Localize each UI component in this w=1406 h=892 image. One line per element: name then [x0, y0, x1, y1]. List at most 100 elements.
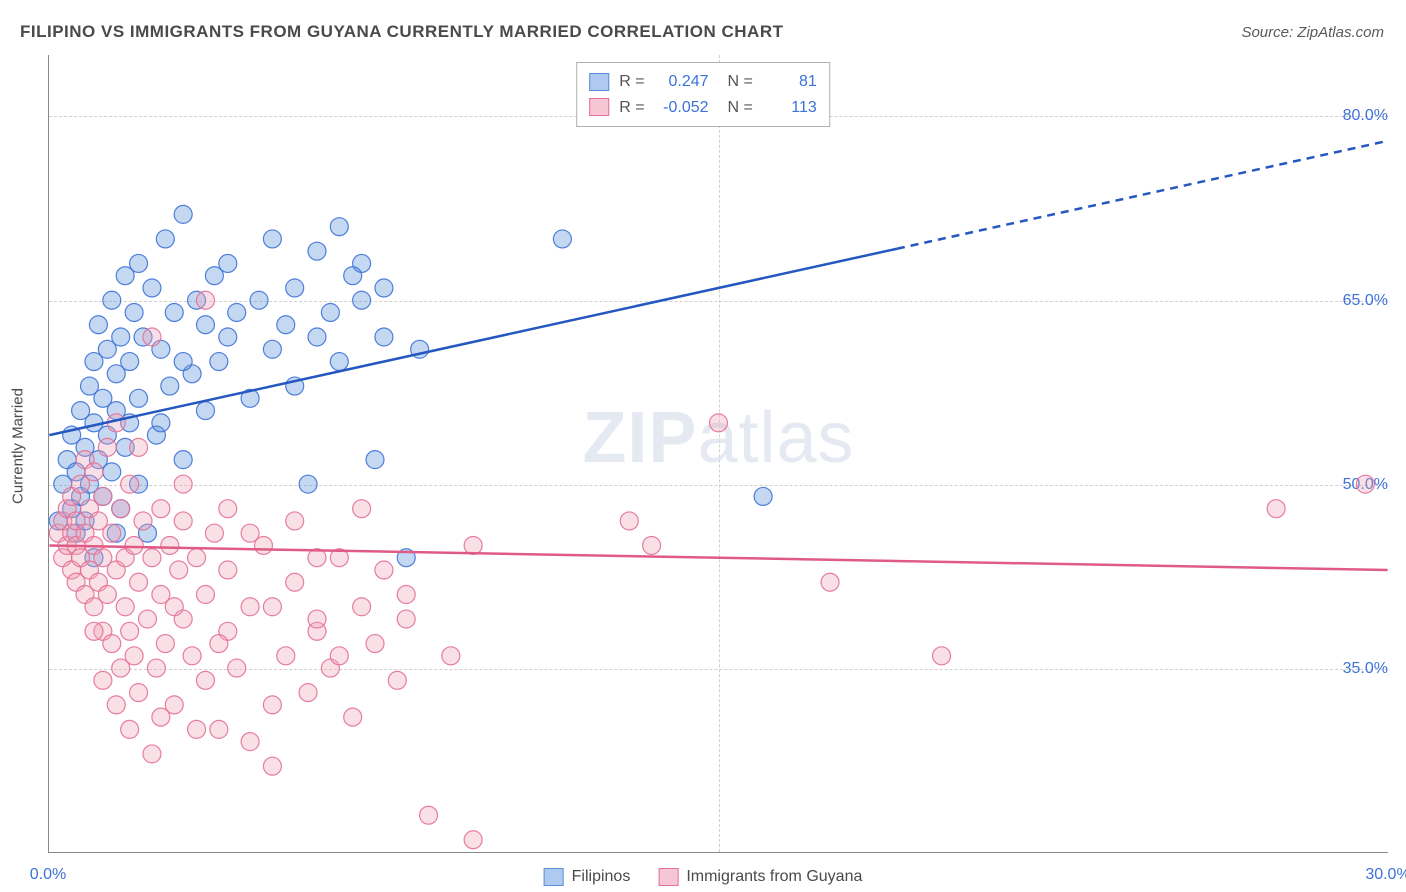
- scatter-point: [754, 487, 772, 505]
- scatter-point: [138, 610, 156, 628]
- scatter-point: [210, 720, 228, 738]
- scatter-point: [643, 536, 661, 554]
- legend-swatch: [589, 73, 609, 91]
- legend-swatch: [658, 868, 678, 886]
- scatter-point: [143, 745, 161, 763]
- scatter-point: [210, 353, 228, 371]
- scatter-point: [130, 389, 148, 407]
- scatter-point: [188, 720, 206, 738]
- scatter-point: [107, 696, 125, 714]
- scatter-point: [130, 684, 148, 702]
- scatter-point: [112, 328, 130, 346]
- scatter-point: [156, 230, 174, 248]
- scatter-point: [98, 438, 116, 456]
- scatter-point: [205, 524, 223, 542]
- scatter-point: [143, 279, 161, 297]
- legend-swatch: [589, 98, 609, 116]
- scatter-point: [183, 647, 201, 665]
- scatter-point: [553, 230, 571, 248]
- scatter-point: [196, 586, 214, 604]
- scatter-point: [94, 671, 112, 689]
- stat-n-label: N =: [719, 95, 753, 121]
- scatter-point: [241, 733, 259, 751]
- stat-r-value: 0.247: [655, 69, 709, 95]
- scatter-point: [130, 254, 148, 272]
- legend-series-item: Immigrants from Guyana: [658, 868, 862, 886]
- scatter-point: [277, 647, 295, 665]
- scatter-point: [219, 561, 237, 579]
- scatter-point: [130, 573, 148, 591]
- scatter-point: [299, 684, 317, 702]
- scatter-point: [330, 353, 348, 371]
- scatter-point: [103, 524, 121, 542]
- scatter-point: [121, 720, 139, 738]
- scatter-point: [152, 500, 170, 518]
- scatter-point: [241, 598, 259, 616]
- scatter-point: [464, 536, 482, 554]
- scatter-point: [165, 304, 183, 322]
- scatter-point: [103, 635, 121, 653]
- scatter-point: [308, 242, 326, 260]
- scatter-point: [241, 524, 259, 542]
- correlation-legend: R = 0.247 N = 81R = -0.052 N = 113: [576, 62, 830, 127]
- scatter-point: [130, 438, 148, 456]
- series-legend: Filipinos Immigrants from Guyana: [544, 868, 863, 886]
- scatter-point: [165, 598, 183, 616]
- trend-line: [49, 249, 897, 435]
- trend-line: [49, 545, 1387, 570]
- scatter-point: [116, 598, 134, 616]
- scatter-point: [263, 598, 281, 616]
- scatter-point: [286, 279, 304, 297]
- scatter-point: [156, 635, 174, 653]
- scatter-point: [263, 757, 281, 775]
- scatter-point: [420, 806, 438, 824]
- scatter-point: [388, 671, 406, 689]
- scatter-point: [366, 451, 384, 469]
- scatter-point: [308, 328, 326, 346]
- scatter-point: [147, 659, 165, 677]
- scatter-point: [321, 304, 339, 322]
- legend-series-label: Filipinos: [572, 868, 631, 886]
- scatter-svg: [49, 55, 1388, 852]
- scatter-point: [397, 610, 415, 628]
- scatter-point: [330, 647, 348, 665]
- stat-r-value: -0.052: [655, 95, 709, 121]
- stat-n-value: 113: [763, 95, 817, 121]
- scatter-point: [375, 279, 393, 297]
- scatter-point: [196, 671, 214, 689]
- scatter-point: [344, 267, 362, 285]
- scatter-point: [143, 549, 161, 567]
- scatter-point: [125, 304, 143, 322]
- scatter-point: [710, 414, 728, 432]
- scatter-point: [375, 561, 393, 579]
- scatter-point: [170, 561, 188, 579]
- scatter-point: [103, 291, 121, 309]
- legend-swatch: [544, 868, 564, 886]
- scatter-point: [174, 451, 192, 469]
- trend-line-extrapolated: [897, 141, 1388, 249]
- scatter-point: [112, 500, 130, 518]
- scatter-point: [85, 463, 103, 481]
- scatter-point: [228, 304, 246, 322]
- scatter-point: [263, 340, 281, 358]
- x-tick-label: 0.0%: [30, 866, 66, 884]
- scatter-point: [210, 635, 228, 653]
- scatter-point: [397, 586, 415, 604]
- scatter-point: [353, 500, 371, 518]
- legend-stat-row: R = 0.247 N = 81: [589, 69, 817, 95]
- scatter-point: [174, 353, 192, 371]
- x-tick-label: 30.0%: [1365, 866, 1406, 884]
- stat-n-label: N =: [719, 69, 753, 95]
- chart-plot-area: ZIPatlas: [48, 55, 1388, 853]
- scatter-point: [174, 205, 192, 223]
- scatter-point: [286, 512, 304, 530]
- legend-stat-row: R = -0.052 N = 113: [589, 95, 817, 121]
- scatter-point: [375, 328, 393, 346]
- scatter-point: [353, 598, 371, 616]
- scatter-point: [121, 622, 139, 640]
- scatter-point: [442, 647, 460, 665]
- scatter-point: [219, 328, 237, 346]
- scatter-point: [121, 475, 139, 493]
- scatter-point: [933, 647, 951, 665]
- scatter-point: [174, 475, 192, 493]
